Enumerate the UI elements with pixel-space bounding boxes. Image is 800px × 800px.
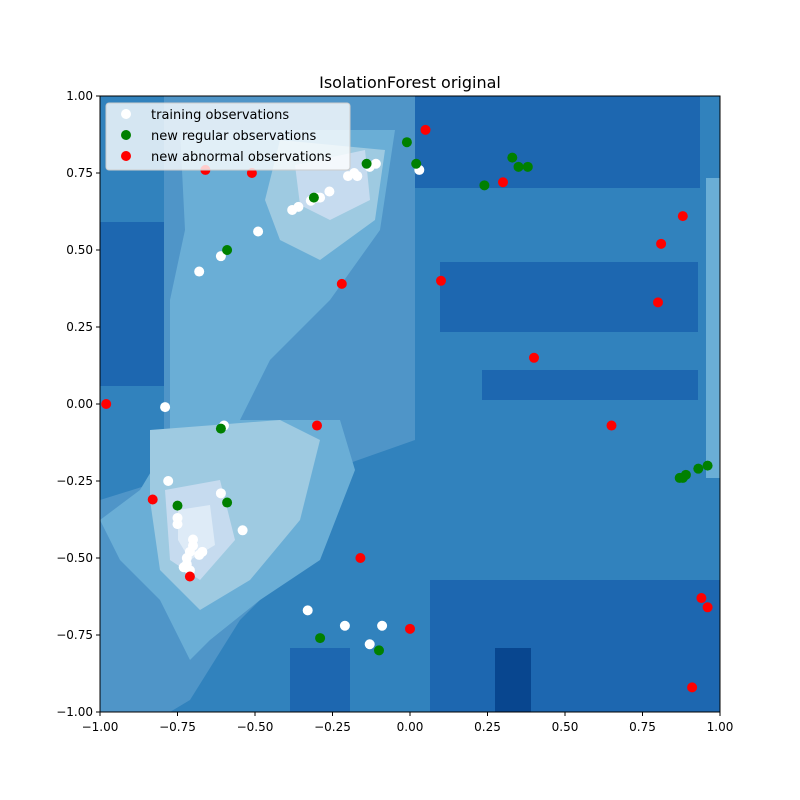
contour-background (100, 96, 720, 712)
contour-band (482, 370, 698, 400)
contour-band (495, 648, 531, 712)
point-series1-17 (693, 463, 704, 474)
x-tick-label: −1.00 (82, 720, 119, 734)
point-series2-16 (696, 593, 707, 604)
x-tick-label: 0.00 (397, 720, 424, 734)
x-tick-label: −0.25 (314, 720, 351, 734)
point-series2-13 (147, 494, 158, 505)
point-series0-10 (287, 204, 298, 215)
point-series2-10 (101, 399, 112, 409)
x-tick-label: 0.50 (552, 720, 579, 734)
point-series2-7 (336, 278, 347, 289)
x-tick-label: −0.50 (237, 720, 274, 734)
point-series0-13 (215, 251, 226, 262)
y-tick-label: 1.00 (66, 89, 93, 103)
point-series2-6 (436, 275, 446, 286)
point-series0-18 (215, 488, 226, 499)
point-series2-12 (606, 420, 617, 431)
point-series2-19 (687, 682, 698, 693)
contour-band (415, 96, 700, 188)
point-series1-6 (522, 161, 533, 172)
legend-label-abnormal: new abnormal observations (151, 150, 332, 165)
point-series2-8 (653, 297, 663, 308)
point-series1-11 (222, 497, 233, 508)
point-series2-14 (355, 553, 366, 563)
contour-band (100, 222, 164, 386)
point-series1-9 (215, 423, 226, 434)
point-series1-8 (222, 245, 233, 255)
point-series0-12 (253, 226, 264, 237)
y-axis: −1.00 −0.75 −0.50 −0.25 0.00 0.25 0.50 0.75 1.00 (56, 89, 100, 719)
x-tick-label: 0.25 (474, 720, 501, 734)
point-series1-18 (702, 460, 713, 471)
legend-marker-abnormal (121, 151, 131, 161)
point-series0-34 (364, 639, 375, 650)
x-tick-label: −0.75 (159, 720, 196, 734)
point-series2-17 (702, 602, 713, 613)
contour-band (706, 178, 720, 478)
y-tick-label: −0.50 (56, 551, 93, 565)
contour-band (430, 580, 720, 712)
point-series0-3 (352, 171, 363, 182)
point-series0-5 (324, 186, 335, 197)
y-tick-label: −1.00 (56, 705, 93, 719)
point-series1-5 (513, 161, 524, 172)
point-series1-4 (507, 152, 518, 163)
point-series2-9 (529, 352, 539, 363)
point-series1-3 (479, 180, 490, 191)
point-series2-5 (656, 238, 667, 249)
legend-label-regular: new regular observations (151, 129, 316, 144)
point-series1-13 (374, 645, 384, 656)
contour-band (440, 262, 698, 332)
contour-band (290, 648, 350, 712)
point-series0-4 (343, 171, 353, 182)
point-series1-1 (401, 137, 412, 148)
y-tick-label: −0.75 (56, 628, 93, 642)
legend-marker-regular (121, 130, 131, 140)
x-axis: −1.00 −0.75 −0.50 −0.25 0.00 0.25 0.50 0.75 1.00 (82, 712, 734, 734)
y-tick-label: −0.25 (56, 474, 93, 488)
point-series1-7 (308, 192, 319, 203)
x-tick-label: 1.00 (707, 720, 734, 734)
point-series2-0 (420, 124, 431, 135)
legend-marker-training (121, 109, 131, 119)
point-series0-31 (302, 605, 313, 616)
point-series0-21 (237, 525, 248, 536)
legend-label-training: training observations (151, 108, 289, 123)
point-series1-10 (172, 500, 183, 511)
y-tick-label: 0.00 (66, 397, 93, 411)
point-series2-4 (677, 211, 688, 222)
point-series0-14 (194, 266, 205, 277)
y-tick-label: 0.50 (66, 243, 93, 257)
point-series0-33 (377, 620, 388, 631)
point-series2-18 (405, 623, 415, 634)
legend-box (105, 102, 351, 171)
x-tick-label: 0.75 (629, 720, 656, 734)
point-series1-12 (315, 633, 326, 644)
point-series0-20 (172, 519, 183, 530)
point-series1-0 (361, 158, 372, 169)
point-series2-15 (184, 571, 195, 582)
point-series0-32 (339, 620, 350, 631)
point-series2-11 (312, 420, 322, 431)
point-series0-26 (194, 549, 205, 560)
y-tick-label: 0.75 (66, 166, 93, 180)
point-series1-2 (411, 158, 422, 169)
contour-band (178, 505, 215, 560)
point-series0-15 (160, 402, 171, 413)
y-tick-label: 0.25 (66, 320, 93, 334)
legend: training observations new regular observ… (105, 102, 351, 171)
point-series2-3 (498, 177, 508, 188)
chart-title: IsolationForest original (319, 73, 501, 92)
point-series1-16 (680, 469, 691, 480)
point-series0-17 (163, 476, 174, 486)
